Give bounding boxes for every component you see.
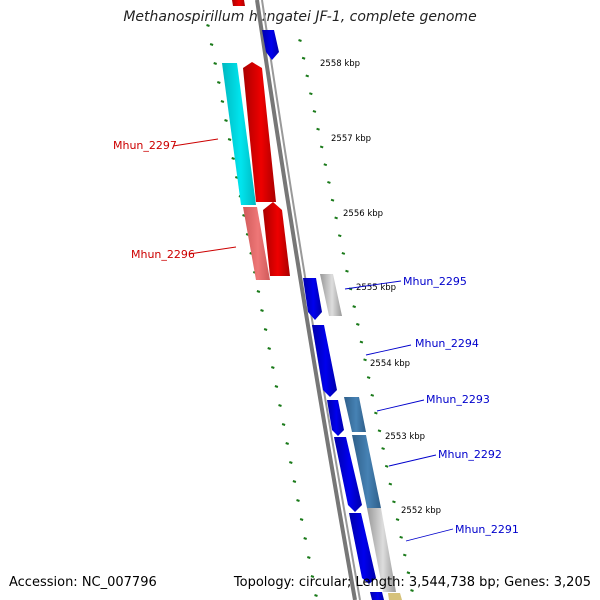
gene-arrow-reverse: [263, 202, 290, 276]
gc-content-tick: [270, 366, 275, 369]
scale-tick: [366, 376, 371, 380]
gc-content-tick: [209, 43, 214, 46]
gc-content-tick: [303, 537, 308, 540]
scale-tick: [370, 393, 375, 397]
gc-content-tick: [256, 290, 261, 293]
cds-feature-tan: [388, 593, 402, 600]
gc-content-tick: [299, 518, 304, 521]
scale-tick: [402, 553, 407, 557]
scale-label: 2556 kbp: [343, 209, 383, 219]
gc-content-tick: [260, 309, 264, 312]
scale-tick: [381, 447, 385, 451]
gc-content-tick: [224, 119, 228, 122]
gc-content-tick: [231, 157, 236, 160]
topology-stats-text: Topology: circular; Length: 3,544,738 bp…: [233, 575, 591, 590]
gc-content-tick: [310, 575, 315, 578]
scale-tick: [323, 163, 328, 167]
gene-label-leader: [405, 528, 454, 542]
scale-tick: [399, 535, 403, 539]
gene-label: Mhun_2293: [426, 393, 490, 406]
scale-tick: [316, 127, 320, 131]
scale-tick: [359, 340, 364, 344]
gene-label: Mhun_2294: [415, 337, 479, 350]
gene-label: Mhun_2292: [438, 448, 502, 461]
scale-tick: [341, 251, 346, 255]
scale-tick: [298, 39, 302, 42]
gc-content-tick: [267, 347, 272, 350]
gc-content-tick: [206, 24, 210, 27]
scale-label: 2558 kbp: [320, 59, 360, 69]
gene-label: Mhun_2297: [113, 139, 177, 152]
scale-label: 2553 kbp: [385, 432, 425, 442]
scale-tick: [388, 482, 393, 486]
scale-tick: [309, 92, 313, 96]
cds-feature-grey: [367, 508, 396, 592]
scale-tick: [392, 500, 396, 504]
gene-label-leader: [376, 399, 425, 412]
cds-feature-steelblue: [352, 435, 381, 508]
gene-arrow-forward: [262, 30, 279, 60]
gc-content-tick: [296, 499, 300, 502]
gene-label-leader: [172, 138, 219, 147]
gc-content-tick: [292, 480, 297, 483]
scale-label: 2554 kbp: [370, 359, 410, 369]
scale-label: 2557 kbp: [331, 134, 371, 144]
gc-content-tick: [216, 81, 221, 84]
gene-arrow-reverse: [243, 62, 276, 202]
scale-tick: [330, 198, 335, 202]
gene-arrow-forward: [334, 437, 362, 512]
gene-label-leader: [188, 246, 237, 255]
scale-tick: [337, 234, 342, 238]
scale-tick: [355, 322, 360, 326]
gene-label: Mhun_2291: [455, 523, 519, 536]
gene-arrow-reverse: [232, 0, 245, 6]
gene-label-leader: [365, 344, 412, 356]
scale-tick: [312, 110, 317, 113]
cds-feature-pink: [243, 207, 270, 280]
cds-feature-grey: [320, 274, 342, 316]
scale-label: 2552 kbp: [401, 506, 441, 516]
scale-tick: [406, 571, 411, 575]
scale-tick: [377, 429, 382, 433]
gene-label: Mhun_2295: [403, 275, 467, 288]
gene-arrow-forward: [349, 513, 376, 584]
gc-content-tick: [227, 138, 232, 141]
scale-tick: [395, 518, 400, 521]
gc-content-tick: [274, 385, 279, 388]
scale-tick: [352, 305, 357, 309]
scale-tick: [363, 358, 367, 362]
gene-arrow-forward: [327, 400, 344, 436]
gc-content-tick: [285, 442, 290, 445]
accession-text: Accession: NC_007796: [9, 575, 157, 590]
gc-content-tick: [220, 100, 225, 103]
scale-tick: [301, 56, 306, 60]
gc-content-tick: [314, 594, 318, 597]
gc-content-tick: [281, 423, 286, 426]
gc-content-tick: [288, 461, 293, 464]
backbone-outer: [255, 0, 357, 600]
gene-label-leader: [344, 280, 402, 290]
gc-content-tick: [306, 556, 311, 559]
map-title: Methanospirillum hungatei JF-1, complete…: [123, 9, 477, 25]
scale-tick: [410, 589, 414, 592]
gene-arrow-forward: [303, 278, 322, 320]
gene-arrow-forward: [312, 325, 337, 397]
gene-label: Mhun_2296: [131, 248, 195, 261]
gc-content-tick: [213, 62, 218, 65]
scale-tick: [319, 145, 324, 149]
gc-content-tick: [263, 328, 268, 331]
scale-tick: [374, 411, 378, 415]
scale-tick: [345, 269, 349, 273]
scale-tick: [384, 464, 389, 468]
gene-arrow-forward: [370, 592, 384, 600]
gc-content-tick: [278, 404, 282, 407]
scale-tick: [334, 216, 338, 220]
scale-label: 2555 kbp: [356, 283, 396, 293]
cds-feature-cyan: [222, 63, 256, 205]
scale-tick: [327, 180, 331, 184]
cds-feature-steelblue: [344, 397, 366, 432]
scale-tick: [305, 74, 310, 78]
gene-label-leader: [388, 454, 437, 467]
